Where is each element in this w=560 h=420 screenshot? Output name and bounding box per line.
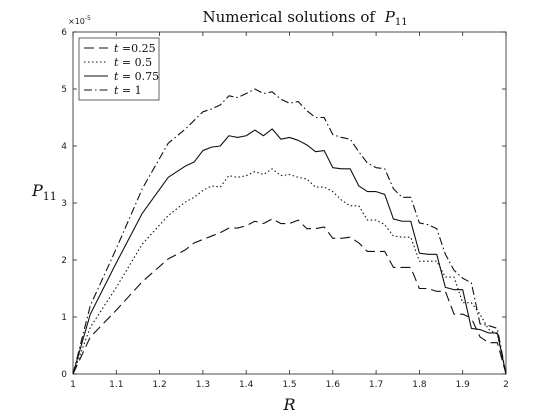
x-axis-label: R	[282, 395, 295, 414]
x-tick-label: 1.4	[239, 380, 254, 390]
x-tick-label: 1.6	[326, 380, 341, 390]
y-axis-label: P11	[31, 181, 57, 203]
legend-label-2: t = 0.5	[114, 56, 152, 69]
y-axis-exponent: ×10-5	[68, 15, 91, 26]
series-line-3	[72, 128, 507, 375]
series-line-1	[72, 218, 507, 375]
x-axis: 1 1.1 1.2 1.3 1.4 1.5 1.6 1.7 1.8 1.9 2	[70, 32, 509, 390]
y-tick-label: 3	[61, 199, 67, 209]
y-tick-label: 1	[61, 313, 67, 323]
y-tick-label: 2	[61, 256, 67, 266]
x-tick-label: 1	[70, 380, 76, 390]
y-tick-label: 5	[61, 85, 67, 95]
legend-label-1: t =0.25	[114, 42, 156, 55]
legend: t =0.25t = 0.5t = 0.75t = 1	[78, 37, 160, 101]
x-tick-label: 2	[503, 380, 509, 390]
y-axis: 0 1 2 3 4 5 6	[61, 28, 506, 380]
x-tick-label: 1.2	[152, 380, 166, 390]
x-tick-label: 1.9	[456, 380, 471, 390]
y-tick-label: 4	[61, 142, 67, 152]
series-line-4	[72, 88, 507, 375]
y-tick-label: 0	[61, 370, 67, 380]
x-tick-label: 1.5	[282, 380, 296, 390]
series-line-2	[72, 168, 507, 375]
x-tick-label: 1.3	[196, 380, 210, 390]
legend-label-4: t = 1	[114, 84, 142, 97]
legend-label-3: t = 0.75	[114, 70, 159, 83]
x-tick-label: 1.8	[412, 380, 427, 390]
series-layer	[72, 88, 507, 375]
x-tick-label: 1.1	[109, 380, 123, 390]
chart-title: Numerical solutions of P11	[202, 8, 407, 28]
y-tick-label: 6	[61, 28, 67, 38]
x-tick-label: 1.7	[369, 380, 383, 390]
